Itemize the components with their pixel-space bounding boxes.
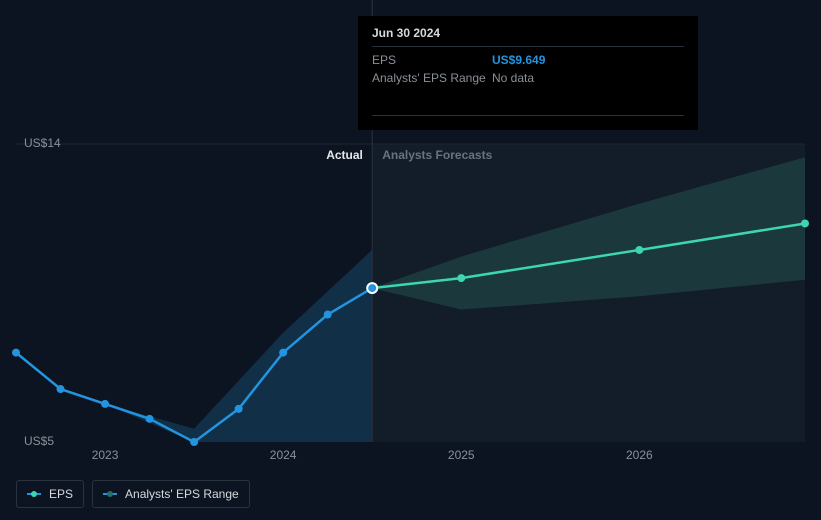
- x-axis-label: 2023: [92, 448, 119, 462]
- tooltip-row-label: EPS: [372, 53, 492, 67]
- tooltip-row-value: US$9.649: [492, 53, 545, 67]
- x-axis-label: 2026: [626, 448, 653, 462]
- y-axis-label: US$5: [24, 434, 54, 448]
- tooltip-row-label: Analysts' EPS Range: [372, 71, 492, 85]
- legend-label: EPS: [49, 487, 73, 501]
- legend-item-range[interactable]: Analysts' EPS Range: [92, 480, 250, 508]
- legend-item-eps[interactable]: EPS: [16, 480, 84, 508]
- chart-legend: EPS Analysts' EPS Range: [16, 480, 250, 508]
- y-axis-label: US$14: [24, 136, 61, 150]
- region-label-actual: Actual: [326, 148, 363, 162]
- x-axis-label: 2024: [270, 448, 297, 462]
- tooltip-row-value: No data: [492, 71, 534, 85]
- x-axis-label: 2025: [448, 448, 475, 462]
- legend-swatch-icon: [103, 490, 117, 498]
- region-label-forecast: Analysts Forecasts: [382, 148, 492, 162]
- eps-chart: US$14 US$5 2023 2024 2025 2026 Actual An…: [0, 0, 821, 520]
- tooltip-date: Jun 30 2024: [372, 26, 684, 47]
- legend-label: Analysts' EPS Range: [125, 487, 239, 501]
- chart-tooltip: Jun 30 2024 EPS US$9.649 Analysts' EPS R…: [358, 16, 698, 130]
- legend-swatch-icon: [27, 490, 41, 498]
